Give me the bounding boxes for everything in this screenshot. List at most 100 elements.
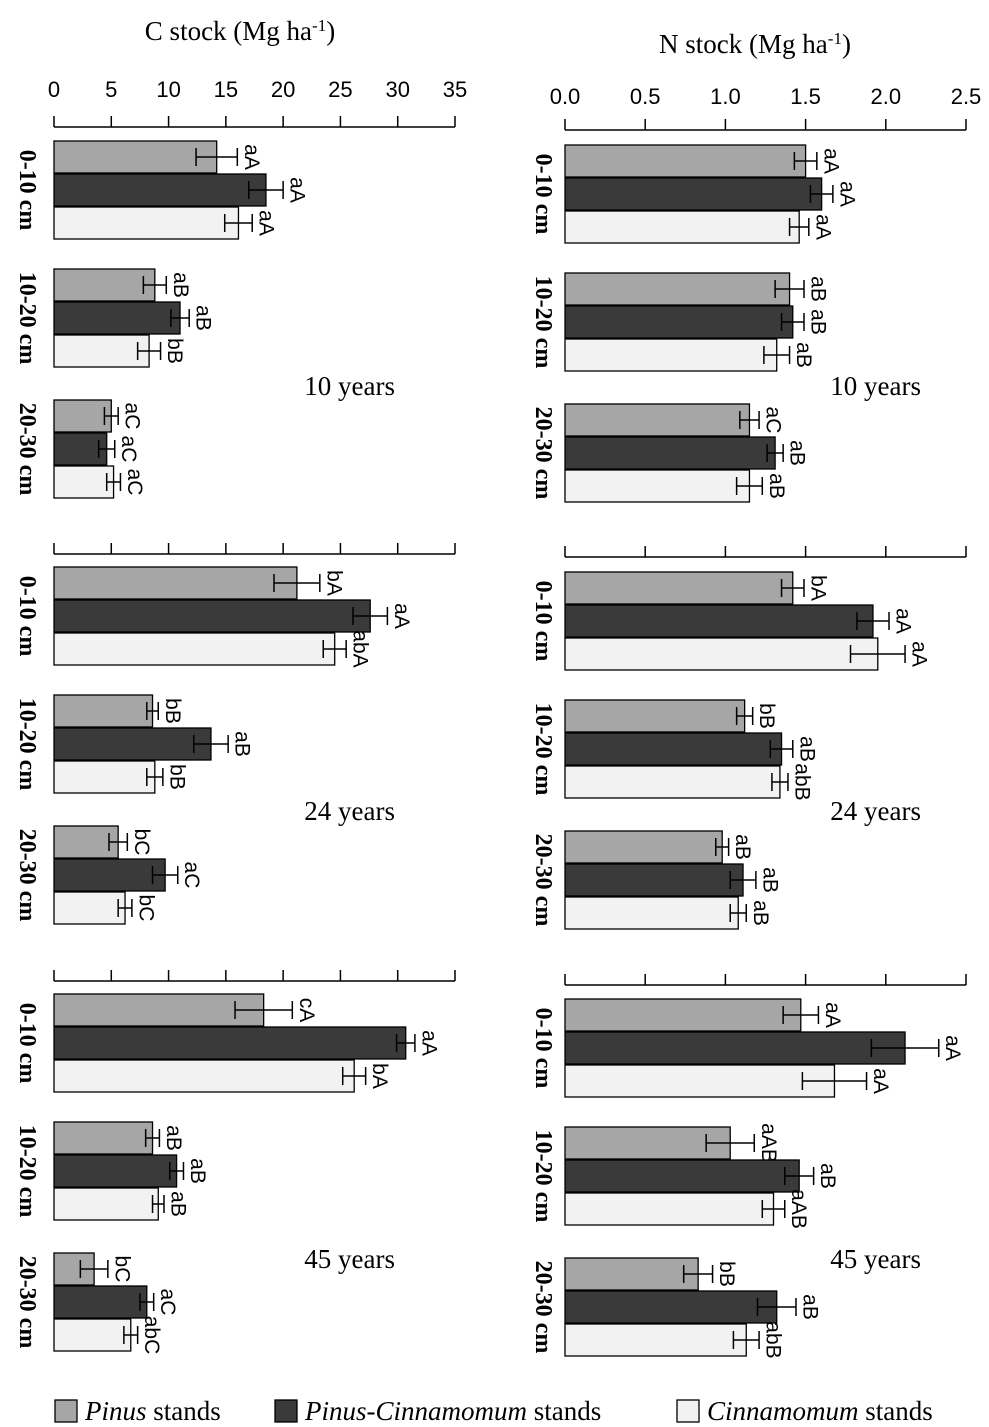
bar <box>53 1154 178 1188</box>
significance-label: aB <box>758 867 781 893</box>
bar <box>53 1059 355 1093</box>
depth-label: 10-20 cm <box>14 1125 40 1218</box>
axis-title-sup: -1 <box>312 16 326 35</box>
axis-title-base: N stock (Mg ha <box>659 29 828 59</box>
tick-label: 0.0 <box>550 84 581 109</box>
bar <box>564 1192 775 1226</box>
bar <box>53 1285 148 1319</box>
bar <box>53 268 156 302</box>
panel-year-label: 45 years <box>304 1244 395 1274</box>
significance-label: aC <box>762 407 785 434</box>
bar <box>53 140 218 174</box>
bar <box>564 272 791 306</box>
significance-label: bB <box>165 764 188 790</box>
tick-label: 20 <box>271 77 295 102</box>
significance-label: abA <box>349 630 372 667</box>
bar <box>564 338 778 372</box>
bar <box>53 1121 154 1155</box>
bar <box>564 998 802 1032</box>
axis-title-sup: -1 <box>828 29 842 48</box>
significance-label: aB <box>792 342 815 368</box>
significance-label: aB <box>798 1294 821 1320</box>
legend: Pinus stands Pinus-Cinnamomum stands Cinna… <box>54 1396 933 1426</box>
depth-label: 20-30 cm <box>530 407 556 500</box>
depth-label: 0-10 cm <box>14 150 40 231</box>
tick-label: 15 <box>214 77 238 102</box>
significance-label: cA <box>295 998 318 1023</box>
tick-label: 0.5 <box>630 84 661 109</box>
axis-title-end: ) <box>326 16 335 46</box>
bar <box>53 858 166 892</box>
legend-swatch <box>274 1399 298 1423</box>
tick-label: 2.0 <box>871 84 902 109</box>
significance-label: bA <box>368 1063 391 1089</box>
tick-label: 10 <box>156 77 180 102</box>
depth-label: 0-10 cm <box>530 581 556 662</box>
tick-label: 1.0 <box>710 84 741 109</box>
significance-label: bA <box>322 570 345 596</box>
significance-label: aA <box>390 603 413 629</box>
panel-year-label: 24 years <box>830 796 921 826</box>
significance-label: aB <box>806 309 829 335</box>
legend-label: Pinus-Cinnamomum stands <box>304 1396 601 1426</box>
depth-label: 20-30 cm <box>14 1256 40 1349</box>
bar <box>564 637 879 671</box>
depth-label: 0-10 cm <box>530 154 556 235</box>
bar <box>564 469 751 503</box>
significance-label: aB <box>765 473 788 499</box>
bar <box>53 566 298 600</box>
legend-swatch <box>54 1399 78 1423</box>
panel-year-label: 24 years <box>304 796 395 826</box>
significance-label: aA <box>417 1030 440 1056</box>
bar <box>564 1031 906 1065</box>
bar <box>53 206 240 240</box>
bar <box>564 305 794 339</box>
bar <box>564 699 746 733</box>
significance-label: aA <box>255 210 278 236</box>
bar <box>53 694 154 728</box>
panel-45-years: 0-10 cm aA aA aA 10-20 cm aAB aB aAB 20-30 cm bB a… <box>530 974 967 1359</box>
significance-label: aB <box>231 731 254 757</box>
significance-label: aA <box>821 1002 844 1028</box>
bar <box>564 863 744 897</box>
depth-label: 10-20 cm <box>14 272 40 365</box>
bar <box>564 732 783 766</box>
significance-label: bB <box>163 338 186 364</box>
legend-label-italic: Pinus-Cinnamomum <box>304 1396 527 1426</box>
significance-label: aC <box>180 862 203 889</box>
significance-label: aC <box>156 1289 179 1316</box>
bar <box>564 210 800 244</box>
bar <box>53 632 336 666</box>
bar <box>564 604 874 638</box>
panel-year-label: 10 years <box>830 371 921 401</box>
bar <box>564 1159 800 1193</box>
bar <box>564 436 776 470</box>
significance-label: aB <box>169 272 192 298</box>
bar <box>564 144 807 178</box>
bar <box>53 173 267 207</box>
significance-label: aB <box>162 1125 185 1151</box>
bar <box>564 1064 836 1098</box>
bar <box>564 403 751 437</box>
significance-label: aAB <box>757 1123 780 1163</box>
significance-label: aA <box>892 608 915 634</box>
bar <box>53 727 212 761</box>
depth-label: 0-10 cm <box>14 576 40 657</box>
bar <box>564 830 723 864</box>
significance-label: aB <box>816 1163 839 1189</box>
significance-label: aA <box>869 1068 892 1094</box>
depth-label: 20-30 cm <box>530 834 556 927</box>
significance-label: aC <box>117 436 140 463</box>
significance-label: aB <box>166 1191 189 1217</box>
significance-label: aA <box>811 214 834 240</box>
bar <box>53 465 115 499</box>
axis-title-base: C stock (Mg ha <box>145 16 312 46</box>
bar <box>564 1323 747 1357</box>
n-stock-chart: N stock (Mg ha-1) 0.0 0.5 1.0 1.5 2.0 2.5 0-10 … <box>530 29 981 1359</box>
significance-label: aB <box>786 440 809 466</box>
legend-label-italic: Cinnamomum <box>707 1396 859 1426</box>
axis-title-end: ) <box>842 29 851 59</box>
